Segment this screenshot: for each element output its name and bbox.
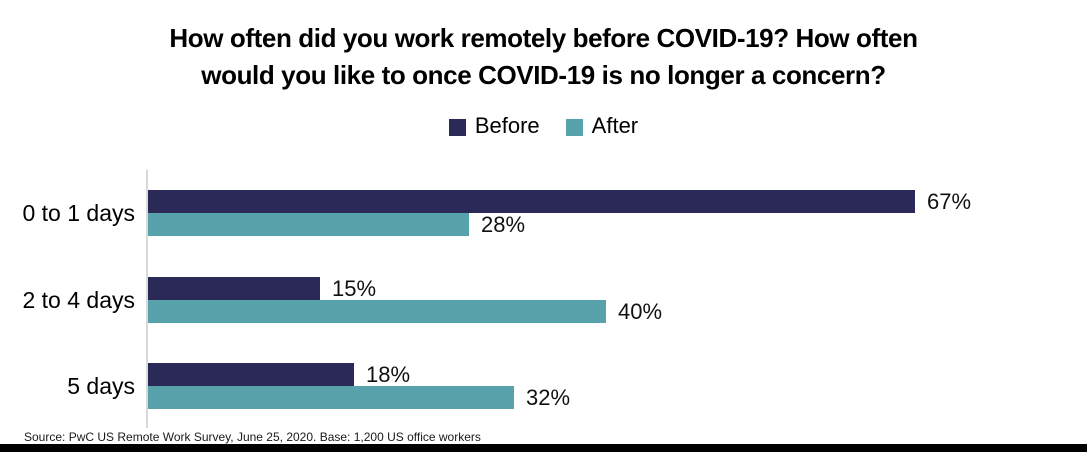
bar-after [148,300,606,323]
value-label-before: 15% [332,276,377,301]
source-note: Source: PwC US Remote Work Survey, June … [24,430,481,444]
category-label: 0 to 1 days [22,200,135,226]
category-label: 5 days [67,373,135,399]
legend-item-before: Before [448,113,540,139]
bar-before [148,363,354,386]
bar-after [148,386,514,409]
bottom-border-band [0,444,1087,452]
legend-label-after: After [591,113,639,138]
value-label-after: 40% [618,299,663,324]
legend: Before After [0,113,1087,139]
y-axis-line [146,170,148,428]
chart-title-line-2: would you like to once COVID-19 is no lo… [201,60,886,90]
value-label-after: 28% [481,212,526,237]
bar-before [148,190,915,213]
category-label: 2 to 4 days [22,287,135,313]
value-label-after: 32% [526,385,571,410]
value-label-before: 67% [927,189,972,214]
chart-title-line-1: How often did you work remotely before C… [169,23,918,53]
legend-swatch-before [448,118,466,136]
bar-after [148,213,469,236]
legend-item-after: After [565,113,639,139]
legend-label-before: Before [474,113,540,138]
chart-title: How often did you work remotely before C… [0,20,1087,94]
legend-swatch-after [565,118,583,136]
value-label-before: 18% [366,362,411,387]
bar-before [148,277,320,300]
